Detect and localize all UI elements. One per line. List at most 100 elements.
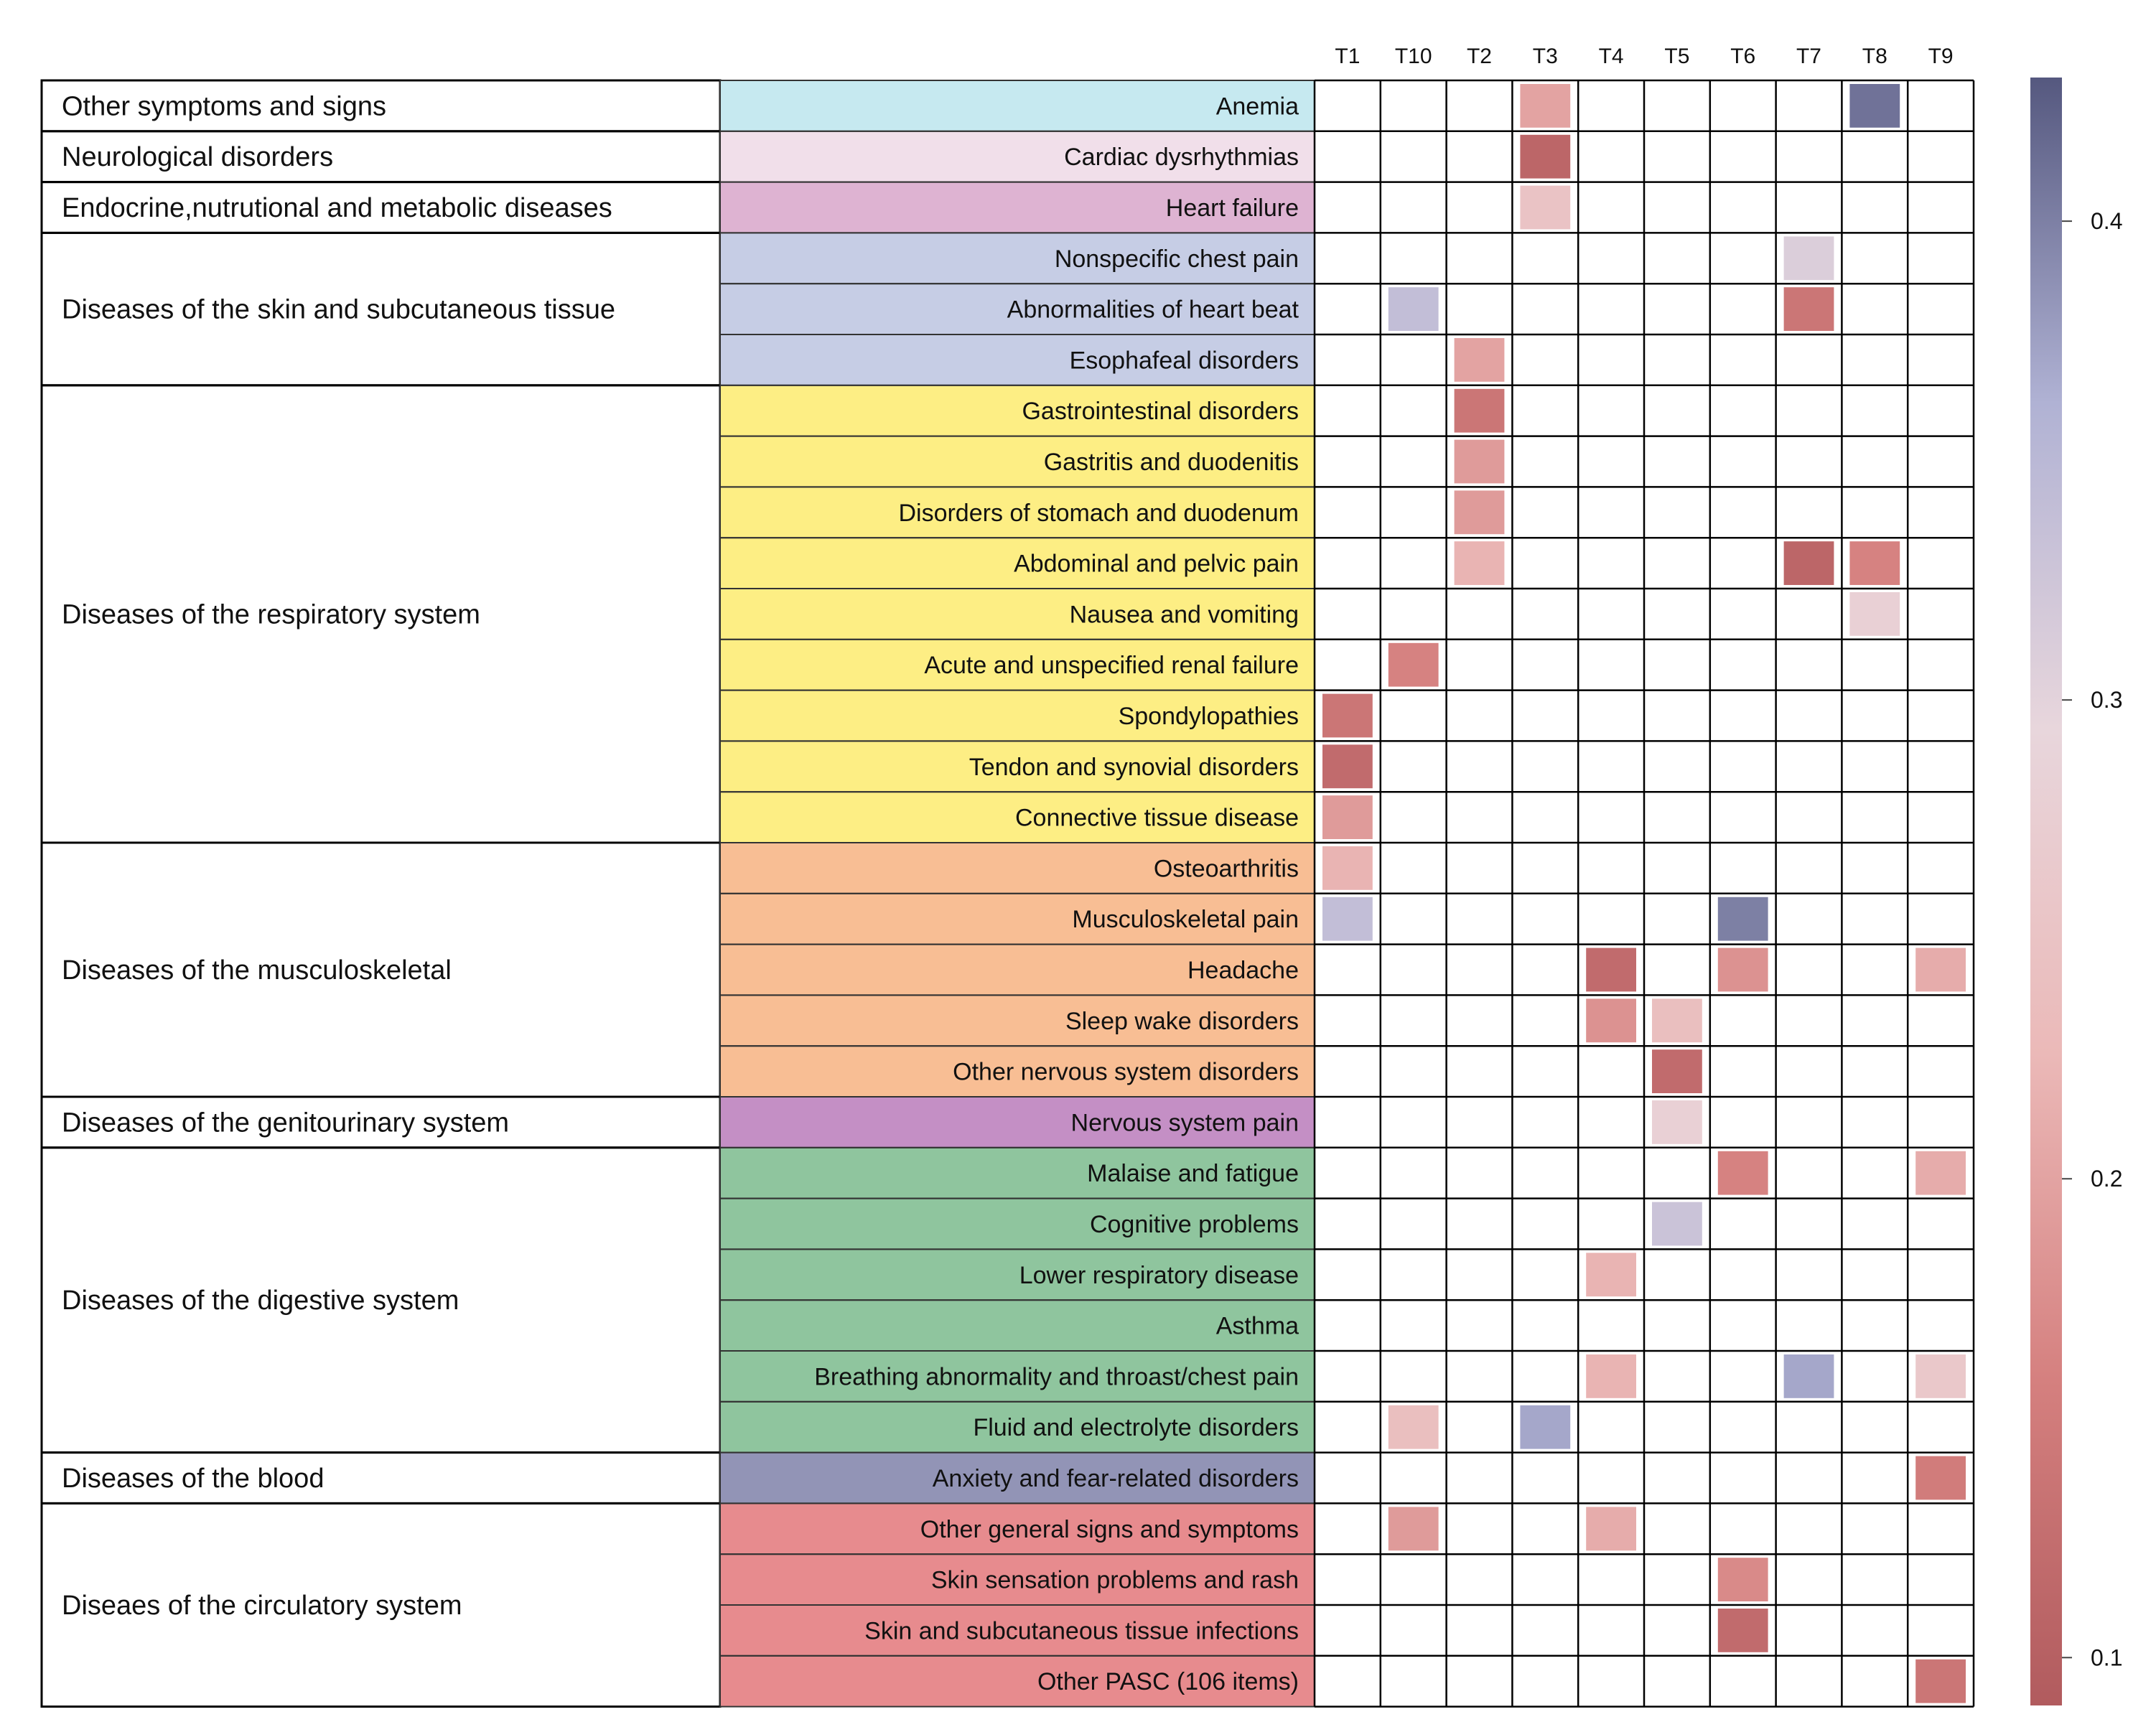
colorbar-tick-label: 0.4 <box>2091 208 2122 234</box>
heat-cell-8 <box>1454 388 1505 433</box>
group-label: Diseaes of the circulatory system <box>62 1591 462 1621</box>
row-label: Tendon and synovial disorders <box>969 754 1299 781</box>
row-label: Nervous system pain <box>1071 1109 1299 1136</box>
heat-cell-9 <box>1454 439 1505 484</box>
heat-cell-24 <box>1915 947 1966 992</box>
row-label: Other general signs and symptoms <box>920 1516 1299 1543</box>
heat-cell-40 <box>1586 1507 1636 1551</box>
row-label: Gastritis and duodenitis <box>1044 449 1299 476</box>
row-label: Nausea and vomiting <box>1070 601 1299 628</box>
row-label: Skin and subcutaneous tissue infections <box>864 1617 1299 1644</box>
row-label: Nonspecific chest pain <box>1055 245 1299 273</box>
group-label: Diseases of the respiratory system <box>62 599 480 630</box>
heat-cell-37 <box>1520 1405 1571 1449</box>
heat-cell-30 <box>1915 1151 1966 1195</box>
heat-cell-43 <box>1915 1659 1966 1703</box>
colorbar-tick-label: 0.3 <box>2091 687 2122 713</box>
group-label: Diseases of the musculoskeletal <box>62 955 452 986</box>
heat-cell-35 <box>1915 1354 1966 1398</box>
group-label: Neurological disorders <box>62 142 333 172</box>
group-label: Endocrine,nutrutional and metabolic dise… <box>62 193 612 223</box>
row-group-band <box>720 1097 1315 1148</box>
row-label: Esophafeal disorders <box>1070 347 1299 374</box>
column-label: T3 <box>1533 45 1558 68</box>
heat-cell-6 <box>1783 287 1834 331</box>
row-label: Acute and unspecified renal failure <box>924 652 1299 679</box>
row-label: Anxiety and fear-related disorders <box>933 1465 1299 1492</box>
column-label: T9 <box>1928 45 1954 68</box>
heat-cell-33 <box>1586 1354 1636 1398</box>
heat-cell-4 <box>1783 236 1834 281</box>
heat-cell-21 <box>1717 897 1768 941</box>
column-label: T7 <box>1796 45 1821 68</box>
column-label: T1 <box>1335 45 1360 68</box>
heat-cell-38 <box>1915 1456 1966 1500</box>
row-label: Sleep wake disorders <box>1065 1008 1299 1035</box>
row-label: Disorders of stomach and duodenum <box>898 500 1299 527</box>
row-label: Abnormalities of heart beat <box>1007 296 1299 324</box>
row-label: Gastrointestinal disorders <box>1022 398 1299 425</box>
row-group-band <box>720 1452 1315 1504</box>
row-label: Lower respiratory disease <box>1019 1262 1299 1289</box>
heat-cell-42 <box>1717 1609 1768 1652</box>
row-group-band <box>720 233 1315 385</box>
column-label: T6 <box>1730 45 1755 68</box>
column-label: T8 <box>1862 45 1887 68</box>
heat-cell-32 <box>1586 1253 1636 1297</box>
heat-cell-11 <box>1454 541 1505 585</box>
heat-cell-12 <box>1783 541 1834 585</box>
group-label: Other symptoms and signs <box>62 91 386 121</box>
heat-cell-26 <box>1652 998 1702 1043</box>
row-label: Abdominal and pelvic pain <box>1014 551 1299 578</box>
group-label: Diseases of the skin and subcutaneous ti… <box>62 295 615 325</box>
heat-cell-1 <box>1849 84 1900 128</box>
group-label: Diseases of the blood <box>62 1464 324 1494</box>
row-label: Musculoskeletal pain <box>1072 906 1299 933</box>
heat-cell-2 <box>1520 134 1571 179</box>
heat-cell-25 <box>1586 998 1636 1043</box>
heat-cell-17 <box>1322 744 1373 789</box>
row-group-band <box>720 182 1315 233</box>
heat-cell-14 <box>1849 592 1900 636</box>
heat-cell-23 <box>1717 947 1768 992</box>
heat-cell-28 <box>1652 1100 1702 1144</box>
colorbar-bar <box>2030 78 2062 1705</box>
group-label: Diseases of the digestive system <box>62 1286 459 1316</box>
colorbar: 0.1 0.2 0.3 0.4 <box>2023 78 2122 1705</box>
column-labels: T1 T10 T2 T3 T4 T5 T6 T7 T8 T9 <box>1335 45 1953 68</box>
heat-cell-41 <box>1717 1558 1768 1601</box>
row-label: Skin sensation problems and rash <box>931 1567 1299 1594</box>
column-label: T10 <box>1395 45 1432 68</box>
row-labels-column: Anemia Cardiac dysrhythmias Heart failure N… <box>719 80 1315 1708</box>
row-label: Fluid and electrolyte disorders <box>973 1414 1299 1441</box>
heat-cell-29 <box>1717 1151 1768 1195</box>
row-label: Anemia <box>1216 93 1299 120</box>
colorbar-tick-label: 0.1 <box>2091 1644 2122 1670</box>
row-label: Headache <box>1187 957 1299 984</box>
heat-cell-0 <box>1520 84 1571 128</box>
row-label: Osteoarthritis <box>1154 855 1299 882</box>
row-label: Cognitive problems <box>1090 1211 1299 1238</box>
row-label: Malaise and fatigue <box>1087 1160 1299 1187</box>
heat-cell-20 <box>1322 897 1373 941</box>
heat-cell-5 <box>1388 287 1439 331</box>
row-label: Cardiac dysrhythmias <box>1064 144 1299 171</box>
heat-cell-15 <box>1388 642 1439 687</box>
heat-cell-13 <box>1849 541 1900 585</box>
heat-cell-16 <box>1322 693 1373 738</box>
heat-cell-36 <box>1388 1405 1439 1449</box>
column-label: T2 <box>1467 45 1492 68</box>
group-label: Diseases of the genitourinary system <box>62 1108 509 1138</box>
row-group-band <box>720 80 1315 131</box>
heat-cell-27 <box>1652 1049 1702 1093</box>
row-label: Connective tissue disease <box>1015 805 1299 832</box>
heat-cell-18 <box>1322 795 1373 839</box>
row-label: Spondylopathies <box>1119 703 1299 730</box>
heat-cell-34 <box>1783 1354 1834 1398</box>
heat-cell-19 <box>1322 846 1373 890</box>
heat-cell-22 <box>1586 947 1636 992</box>
column-label: T5 <box>1664 45 1689 68</box>
heat-cell-31 <box>1652 1202 1702 1246</box>
row-label: Breathing abnormality and throast/chest … <box>814 1363 1299 1390</box>
